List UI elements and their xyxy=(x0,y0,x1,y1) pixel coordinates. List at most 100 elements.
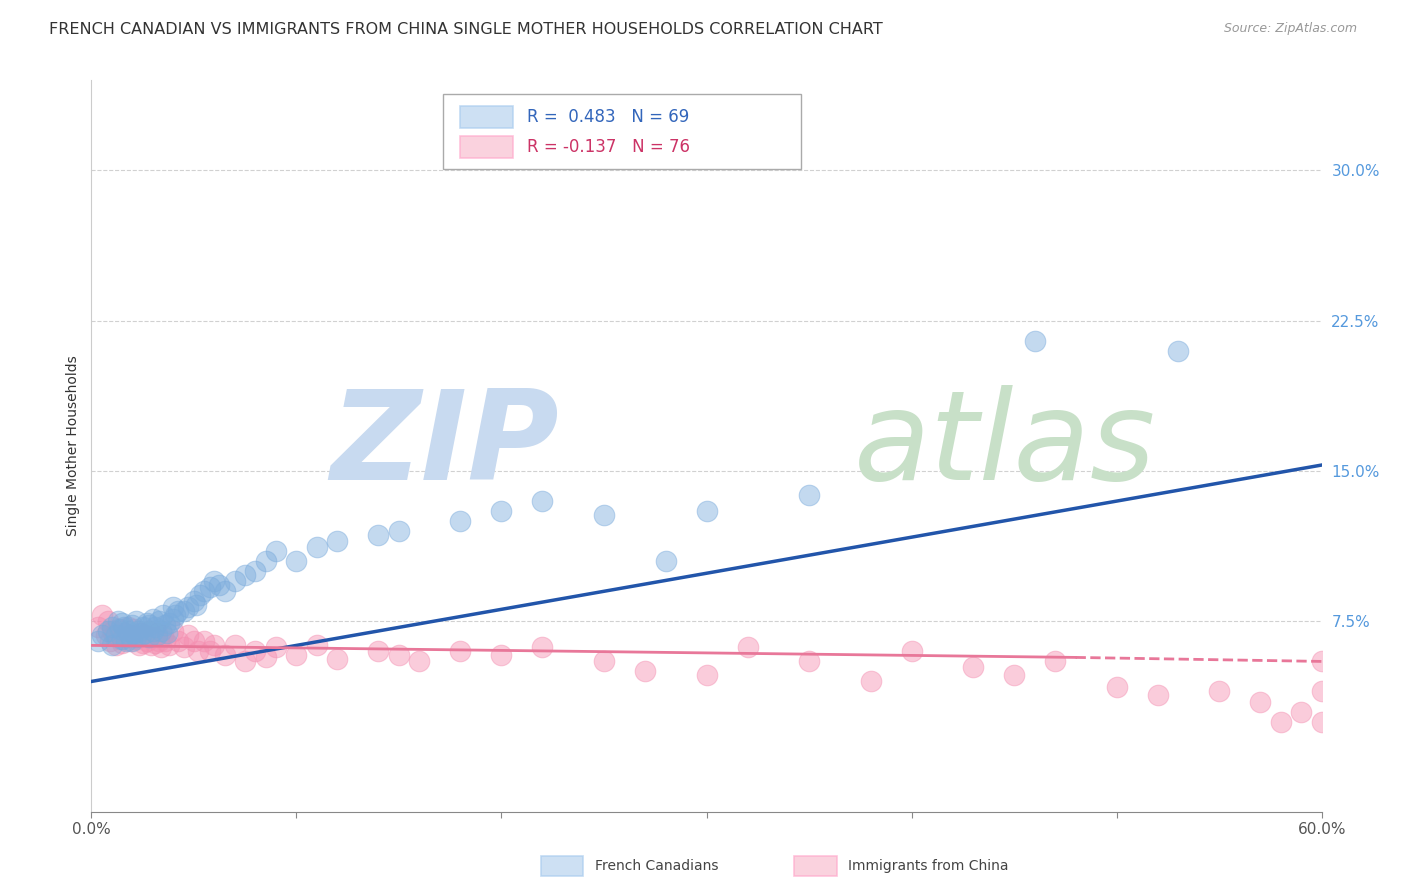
Point xyxy=(202,639,225,653)
Point xyxy=(152,608,174,623)
Point xyxy=(148,634,170,648)
Point xyxy=(245,644,267,658)
Point xyxy=(94,628,117,642)
Point xyxy=(139,639,162,653)
Point xyxy=(654,554,676,568)
Point xyxy=(134,628,156,642)
Point xyxy=(128,639,150,653)
Point xyxy=(1167,343,1189,358)
Text: FRENCH CANADIAN VS IMMIGRANTS FROM CHINA SINGLE MOTHER HOUSEHOLDS CORRELATION CH: FRENCH CANADIAN VS IMMIGRANTS FROM CHINA… xyxy=(49,22,883,37)
Point xyxy=(143,620,166,634)
Point xyxy=(184,599,207,613)
Point xyxy=(134,626,156,640)
Point xyxy=(86,634,108,648)
Point xyxy=(105,628,127,642)
Point xyxy=(131,620,153,634)
Point xyxy=(188,588,211,602)
Point xyxy=(131,636,153,650)
Point xyxy=(157,639,180,653)
Point xyxy=(120,628,142,642)
Point xyxy=(200,644,222,658)
Point xyxy=(367,644,389,658)
Point xyxy=(90,628,112,642)
Point xyxy=(326,652,349,666)
Point xyxy=(233,568,256,582)
Point xyxy=(128,624,150,639)
Point xyxy=(593,655,616,669)
Point xyxy=(737,640,759,655)
Point xyxy=(233,655,256,669)
Point xyxy=(900,644,922,658)
Point xyxy=(142,631,165,645)
Point xyxy=(101,639,124,653)
Point xyxy=(200,580,222,594)
Point xyxy=(152,628,174,642)
Y-axis label: Single Mother Households: Single Mother Households xyxy=(66,356,80,536)
Point xyxy=(97,615,120,629)
Point xyxy=(1289,705,1312,719)
Point xyxy=(86,620,108,634)
Point xyxy=(101,620,124,634)
Point xyxy=(166,634,188,648)
Point xyxy=(367,528,389,542)
Point xyxy=(117,620,139,634)
Point xyxy=(695,668,717,682)
Point xyxy=(1146,689,1168,703)
Point xyxy=(1270,714,1292,729)
Point xyxy=(157,616,180,631)
Point xyxy=(125,631,148,645)
Point xyxy=(120,634,142,648)
Point xyxy=(162,600,184,615)
Point xyxy=(117,624,139,639)
Point xyxy=(1310,684,1333,698)
Point xyxy=(112,626,135,640)
Point xyxy=(105,639,127,653)
Point xyxy=(125,632,148,647)
Point xyxy=(202,574,225,589)
Point xyxy=(153,634,177,648)
Point xyxy=(111,636,134,650)
Point xyxy=(183,594,205,608)
Point xyxy=(150,624,173,639)
Point xyxy=(143,636,166,650)
Point xyxy=(264,640,287,655)
Point xyxy=(193,584,215,599)
Point xyxy=(305,639,328,653)
Point xyxy=(121,628,143,642)
Point xyxy=(224,639,246,653)
Text: ZIP: ZIP xyxy=(330,385,558,507)
Point xyxy=(531,494,554,508)
Point xyxy=(98,634,121,648)
Point xyxy=(115,631,138,645)
Point xyxy=(135,616,157,631)
Point xyxy=(254,650,277,665)
Point xyxy=(859,674,882,689)
Point xyxy=(138,618,160,632)
Point xyxy=(1249,694,1271,708)
Point xyxy=(173,640,195,655)
Point xyxy=(797,488,820,502)
Text: French Canadians: French Canadians xyxy=(595,859,718,873)
Point xyxy=(107,615,129,629)
Point xyxy=(264,544,287,558)
Point xyxy=(148,615,170,629)
Point xyxy=(108,632,131,647)
Point xyxy=(449,644,471,658)
Point xyxy=(1310,714,1333,729)
Point xyxy=(1024,334,1046,348)
Point xyxy=(1043,655,1066,669)
Point xyxy=(187,644,209,658)
Point xyxy=(142,612,165,626)
Point xyxy=(388,524,411,538)
Point xyxy=(162,624,184,639)
Point xyxy=(214,584,236,599)
Point xyxy=(162,612,184,626)
Point xyxy=(107,623,129,637)
Point xyxy=(101,624,124,639)
Point xyxy=(135,634,157,648)
Point xyxy=(124,626,146,640)
Point xyxy=(224,574,246,589)
Point xyxy=(1208,684,1230,698)
Point xyxy=(111,632,134,647)
Point xyxy=(1105,681,1128,695)
